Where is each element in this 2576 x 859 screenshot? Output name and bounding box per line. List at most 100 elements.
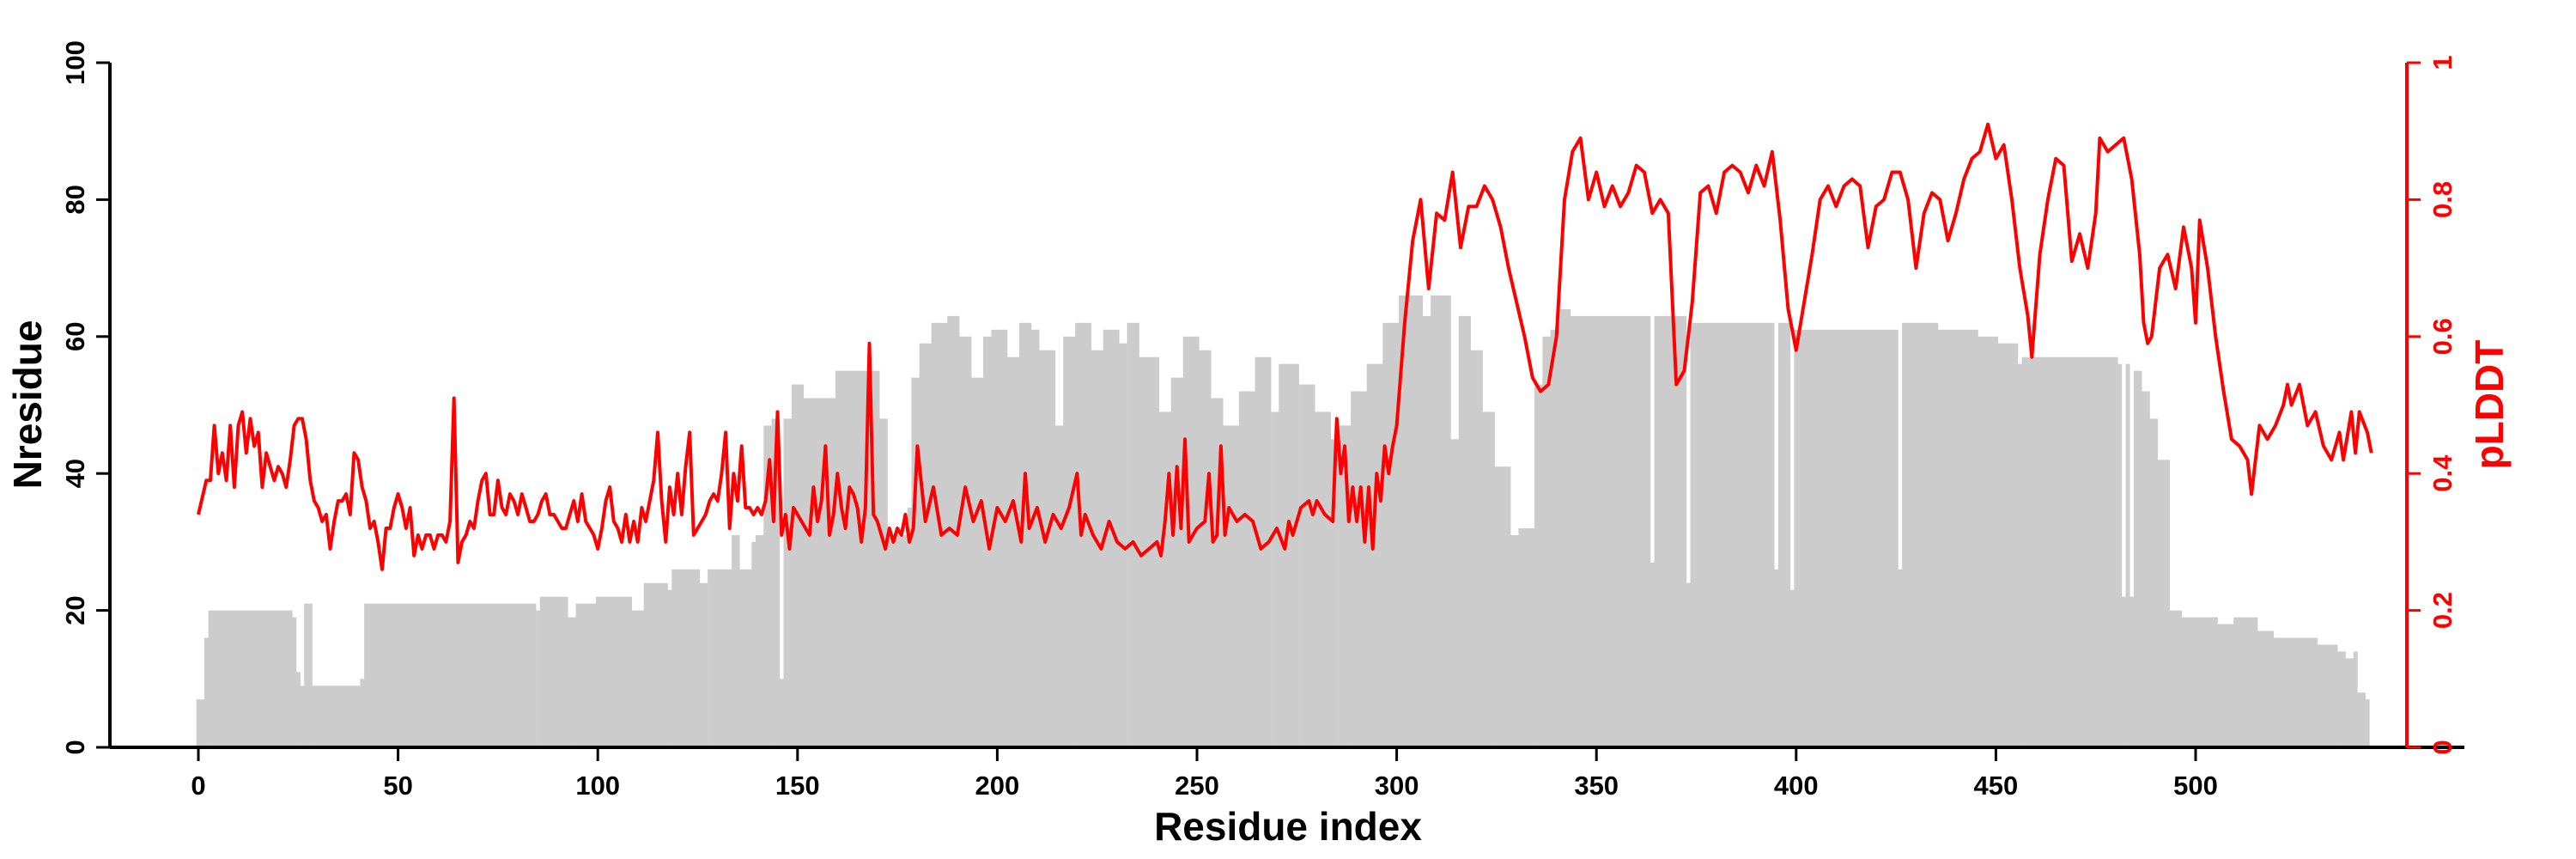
nresidue-bar [1199, 350, 1212, 747]
nresidue-bar [1898, 569, 1903, 747]
nresidue-bar [791, 384, 805, 747]
nresidue-bar [1139, 356, 1160, 747]
nresidue-bar [1937, 329, 1978, 747]
nresidue-bar [595, 596, 633, 747]
y-tick-label: 20 [60, 595, 90, 624]
nresidue-bar [971, 377, 984, 747]
y-tick-label: 60 [60, 322, 90, 351]
nresidue-bar [1103, 329, 1120, 747]
nresidue-bar [779, 679, 784, 747]
nresidue-bars [196, 295, 2370, 748]
nresidue-bar [292, 617, 297, 747]
nresidue-bar [295, 672, 301, 747]
nresidue-bar [911, 377, 920, 747]
nresidue-bar [907, 508, 912, 747]
nresidue-bar [751, 541, 756, 747]
y2-tick-label: 0.8 [2427, 181, 2458, 218]
nresidue-bar [204, 637, 209, 747]
nresidue-bar [667, 589, 672, 747]
nresidue-bar [2257, 631, 2275, 747]
nresidue-bar [708, 569, 732, 747]
nresidue-bar [536, 610, 541, 747]
nresidue-bar [1534, 384, 1543, 747]
nresidue-bar [1063, 336, 1076, 747]
nresidue-bar [1450, 439, 1460, 747]
nresidue-bar [1007, 356, 1020, 747]
y2-tick-label: 1 [2427, 55, 2458, 70]
nresidue-bar [1458, 315, 1471, 747]
nresidue-bar [2353, 651, 2358, 747]
nresidue-bar [1482, 411, 1495, 747]
y-tick-label: 80 [60, 185, 90, 214]
plddt-line [197, 122, 2373, 571]
x-tick-label: 300 [1375, 771, 1419, 801]
nresidue-bar [879, 418, 888, 747]
y2-tick-label: 0.2 [2427, 592, 2458, 629]
x-tick-label: 450 [1974, 771, 2019, 801]
nresidue-bar [2142, 391, 2150, 747]
nresidue-bar [2337, 651, 2346, 747]
x-tick-label: 400 [1774, 771, 1819, 801]
y-tick-label: 100 [60, 40, 90, 85]
nresidue-bar [1255, 356, 1272, 747]
nresidue-bar [739, 569, 752, 747]
nresidue-bar [2217, 624, 2234, 747]
nresidue-bar [1470, 350, 1483, 747]
nresidue-bar [208, 610, 293, 747]
nresidue-bar [1789, 589, 1795, 747]
nresidue-bar [732, 534, 740, 747]
nresidue-bar [1422, 315, 1431, 747]
nresidue-bar [643, 582, 668, 747]
nresidue-bar [1686, 582, 1691, 747]
x-tick-label: 50 [383, 771, 412, 801]
nresidue-bar [1997, 343, 2019, 747]
nresidue-bar [1690, 322, 1775, 747]
nresidue-bar [2273, 637, 2318, 747]
nresidue-bar [1030, 329, 1040, 747]
nresidue-bar [1510, 534, 1519, 747]
nresidue-bar [2317, 644, 2338, 747]
nresidue-bar [568, 617, 576, 747]
nresidue-bar [991, 329, 1008, 747]
nresidue-bar [1650, 562, 1655, 747]
y2-tick-label: 0 [2427, 740, 2458, 754]
nresidue-bar [1382, 322, 1400, 747]
nresidue-bar [2017, 363, 2022, 747]
nresidue-bar [1978, 336, 1999, 747]
nresidue-bar [364, 603, 537, 747]
x-tick-label: 500 [2173, 771, 2218, 801]
nresidue-bar [304, 603, 313, 747]
y-axis-label: Nresidue [5, 320, 50, 490]
nresidue-bar [783, 418, 793, 747]
nresidue-bar [1170, 377, 1184, 747]
nresidue-bar [2181, 617, 2218, 747]
nresidue-bar [1542, 336, 1552, 747]
nresidue-bar [1315, 411, 1332, 747]
nresidue-bar [1223, 425, 1240, 747]
nresidue-bar [1054, 425, 1064, 747]
nresidue-bar [1018, 322, 1032, 747]
nresidue-bar [1558, 308, 1571, 747]
nresidue-bar [2365, 699, 2370, 747]
nresidue-bar [887, 534, 908, 747]
nresidue-bar [1398, 295, 1424, 748]
x-tick-label: 350 [1574, 771, 1619, 801]
nresidue-bar [1271, 411, 1279, 747]
nresidue-bar [1494, 466, 1511, 747]
nresidue-bar [671, 569, 701, 747]
nresidue-bar [1777, 322, 1791, 747]
x-tick-label: 250 [1175, 771, 1219, 801]
y-tick-label: 40 [60, 459, 90, 488]
nresidue-bar [803, 398, 836, 747]
nresidue-bar [196, 699, 205, 747]
nresidue-bar [919, 343, 932, 747]
nresidue-bar [360, 679, 365, 747]
nresidue-bar [1279, 363, 1299, 747]
nresidue-bar [2129, 596, 2135, 747]
nresidue-bar [539, 596, 568, 747]
nresidue-bar [1774, 569, 1779, 747]
nresidue-bar [1351, 391, 1368, 747]
nresidue-bar [2233, 617, 2258, 747]
nresidue-bar [2125, 363, 2130, 747]
y2-axis-label: pLDDT [2467, 340, 2512, 470]
